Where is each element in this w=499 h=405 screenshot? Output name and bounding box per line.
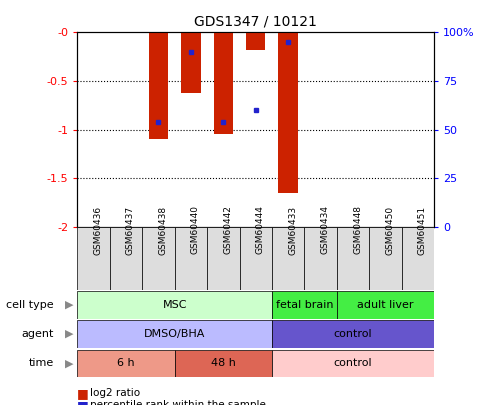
Bar (110, 227, 142, 290)
Bar (175, 350, 272, 377)
Text: agent: agent (21, 329, 54, 339)
Bar (272, 320, 434, 348)
Bar (175, 227, 207, 290)
Text: GSM60442: GSM60442 (223, 205, 233, 254)
Text: 48 h: 48 h (211, 358, 236, 368)
Text: GSM60448: GSM60448 (353, 205, 362, 254)
Text: log2 ratio: log2 ratio (90, 388, 140, 398)
Text: ■: ■ (77, 399, 89, 405)
Text: GSM60440: GSM60440 (191, 205, 200, 254)
Bar (272, 291, 337, 319)
Bar (402, 227, 434, 290)
Bar (142, 227, 175, 290)
Text: GSM60450: GSM60450 (385, 205, 395, 254)
Text: GSM60438: GSM60438 (159, 205, 168, 254)
Bar (77, 320, 272, 348)
Text: ▶: ▶ (64, 358, 73, 368)
Text: ▶: ▶ (64, 300, 73, 310)
Text: GSM60433: GSM60433 (288, 205, 297, 254)
Title: GDS1347 / 10121: GDS1347 / 10121 (194, 15, 317, 28)
Bar (246, 32, 265, 50)
Bar (240, 227, 272, 290)
Bar (304, 227, 337, 290)
Text: MSC: MSC (162, 300, 187, 310)
Bar (369, 227, 402, 290)
Text: GSM60436: GSM60436 (93, 205, 103, 254)
Text: cell type: cell type (6, 300, 54, 310)
Bar (181, 32, 201, 93)
Text: GSM60437: GSM60437 (126, 205, 135, 254)
Text: control: control (334, 358, 372, 368)
Bar (272, 227, 304, 290)
Bar (77, 227, 110, 290)
Bar (272, 350, 434, 377)
Bar (207, 227, 240, 290)
Text: time: time (28, 358, 54, 368)
Text: DMSO/BHA: DMSO/BHA (144, 329, 205, 339)
Bar (149, 32, 168, 139)
Text: adult liver: adult liver (357, 300, 414, 310)
Text: control: control (334, 329, 372, 339)
Bar (214, 32, 233, 134)
Bar (337, 227, 369, 290)
Bar (337, 291, 434, 319)
Text: ■: ■ (77, 387, 89, 400)
Bar (77, 350, 175, 377)
Bar (278, 32, 298, 193)
Text: 6 h: 6 h (117, 358, 135, 368)
Text: GSM60444: GSM60444 (255, 205, 265, 254)
Text: percentile rank within the sample: percentile rank within the sample (90, 401, 265, 405)
Text: GSM60451: GSM60451 (418, 205, 427, 254)
Text: fetal brain: fetal brain (275, 300, 333, 310)
Text: GSM60434: GSM60434 (320, 205, 330, 254)
Bar (77, 291, 272, 319)
Text: ▶: ▶ (64, 329, 73, 339)
